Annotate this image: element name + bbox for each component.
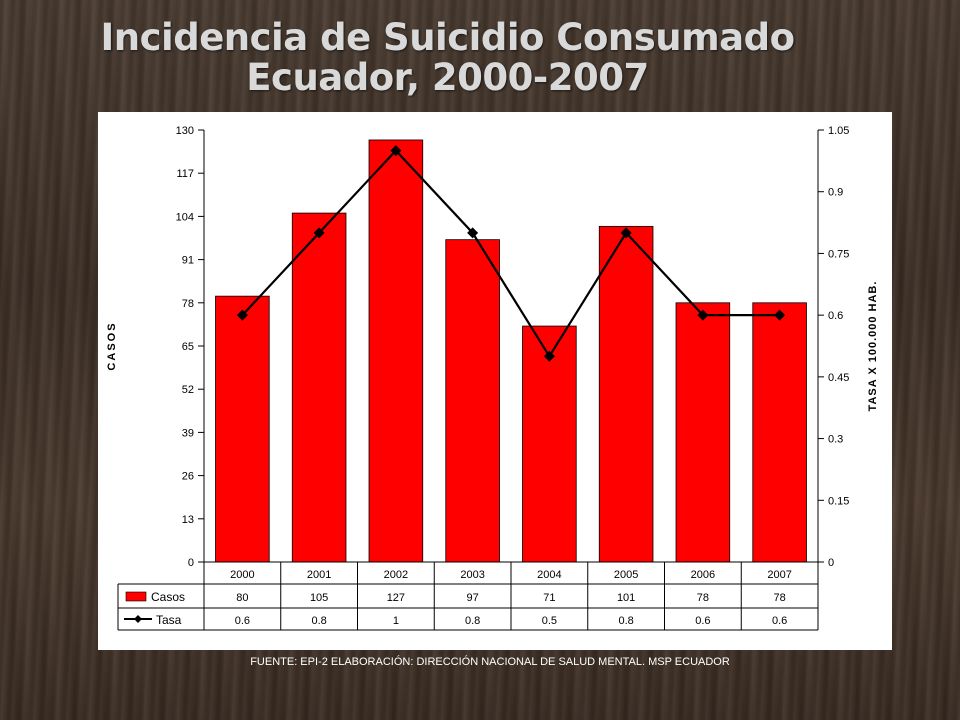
tasa-marker-2007 <box>774 309 786 321</box>
right-tick-label: 1.05 <box>828 125 849 137</box>
category-label: 2006 <box>691 569 715 581</box>
tasa-marker-2003 <box>467 227 479 239</box>
casos-value: 101 <box>617 592 635 604</box>
tasa-marker-2001 <box>313 227 325 239</box>
right-tick-label: 0.9 <box>828 187 843 199</box>
casos-value: 127 <box>387 592 405 604</box>
bar-2007 <box>752 302 807 563</box>
right-tick-label: 0.6 <box>828 310 843 322</box>
tasa-value: 1 <box>393 615 399 627</box>
legend-casos-swatch <box>125 591 147 602</box>
legend-casos-label: Casos <box>151 590 185 604</box>
tasa-value: 0.8 <box>311 615 326 627</box>
left-tick-label: 91 <box>182 255 194 267</box>
right-tick-label: 0.45 <box>828 372 849 384</box>
category-label: 2007 <box>767 569 791 581</box>
tasa-marker-2000 <box>236 309 248 321</box>
category-label: 2003 <box>460 569 484 581</box>
bar-2003 <box>445 239 500 563</box>
tasa-marker-2004 <box>543 350 555 362</box>
tasa-line <box>241 148 780 359</box>
right-tick-label: 0.75 <box>828 248 849 260</box>
left-tick-label: 39 <box>182 427 194 439</box>
left-tick-label: 0 <box>188 557 194 569</box>
chart-title: Incidencia de Suicidio Consumado Ecuador… <box>0 18 895 98</box>
chart-area: 0 13 26 39 52 65 78 91 104 117 130 0 0.15 0.3 0.45 0.6 0… <box>98 112 892 650</box>
category-label: 2005 <box>614 569 638 581</box>
casos-value: 80 <box>236 592 248 604</box>
combo-chart: 0 13 26 39 52 65 78 91 104 117 130 0 0.15 0.3 0.45 0.6 0… <box>106 125 879 631</box>
bar-2000 <box>215 295 270 563</box>
category-label: 2001 <box>307 569 331 581</box>
left-tick-label: 130 <box>176 125 194 137</box>
bar-2005 <box>598 225 654 563</box>
tasa-value: 0.8 <box>618 615 633 627</box>
tasa-value: 0.6 <box>235 615 250 627</box>
tasa-value: 0.6 <box>695 615 710 627</box>
title-line-1: Incidencia de Suicidio Consumado <box>100 16 795 59</box>
category-label: 2000 <box>230 569 254 581</box>
tasa-marker-2005 <box>620 227 632 239</box>
casos-value: 97 <box>467 592 479 604</box>
bar-2004 <box>522 325 577 563</box>
left-tick-label: 78 <box>182 298 194 310</box>
bar-2002 <box>368 139 424 563</box>
y2-axis-title: TASA X 100.000 HAB. <box>867 281 879 412</box>
casos-value: 105 <box>310 592 328 604</box>
left-tick-label: 104 <box>176 211 194 223</box>
bar-2006 <box>675 302 731 563</box>
right-tick-label: 0 <box>828 557 834 569</box>
legend-tasa-marker <box>134 615 142 623</box>
left-tick-label: 52 <box>182 384 194 396</box>
right-tick-label: 0.3 <box>828 434 843 446</box>
casos-value: 78 <box>774 592 786 604</box>
left-tick-label: 26 <box>182 471 194 483</box>
left-tick-label: 117 <box>176 168 194 180</box>
legend-tasa-label: Tasa <box>156 613 182 627</box>
casos-value: 78 <box>697 592 709 604</box>
left-tick-label: 13 <box>182 514 194 526</box>
casos-value: 71 <box>543 592 555 604</box>
tasa-marker-2006 <box>697 309 709 321</box>
tasa-marker-2002 <box>390 145 402 157</box>
right-tick-label: 0.15 <box>828 495 849 507</box>
left-tick-label: 65 <box>182 341 194 353</box>
tasa-value: 0.8 <box>465 615 480 627</box>
category-label: 2002 <box>384 569 408 581</box>
tasa-value: 0.6 <box>772 615 787 627</box>
bar-2001 <box>291 212 347 563</box>
tasa-value: 0.5 <box>542 615 557 627</box>
y-axis-title: CASOS <box>106 321 118 370</box>
category-label: 2004 <box>537 569 561 581</box>
title-line-2: Ecuador, 2000-2007 <box>246 56 649 99</box>
source-footer: FUENTE: EPI-2 ELABORACIÓN: DIRECCIÓN NAC… <box>250 656 730 668</box>
